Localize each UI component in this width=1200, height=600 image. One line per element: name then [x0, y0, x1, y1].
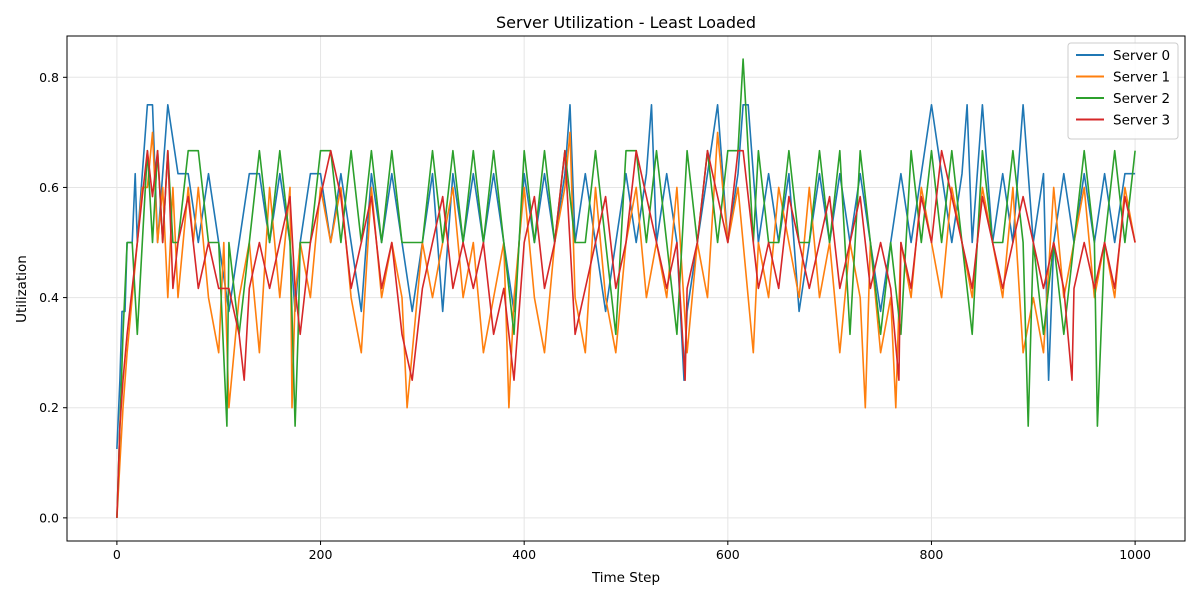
legend-label: Server 3 [1113, 113, 1170, 129]
legend: Server 0 Server 1 Server 2 Server 3 [1067, 42, 1179, 140]
x-axis-label: Time Step [591, 570, 660, 586]
y-axis-label: Utilization [14, 255, 30, 323]
x-tick-label: 600 [716, 547, 740, 562]
x-tick-label: 400 [512, 547, 536, 562]
legend-label: Server 1 [1113, 70, 1170, 86]
x-tick-label: 1000 [1119, 547, 1151, 562]
plot-area-frame [66, 35, 1186, 542]
y-tick-label: 0.2 [39, 400, 59, 415]
y-tick-label: 0.6 [39, 180, 59, 195]
y-tick-label: 0.0 [39, 510, 59, 525]
series-line-server-0 [116, 104, 1136, 450]
y-tick-label: 0.4 [39, 290, 59, 305]
chart-title: Server Utilization - Least Loaded [496, 13, 756, 32]
legend-box [1067, 42, 1179, 140]
series-lines [116, 58, 1136, 518]
series-line-server-1 [116, 131, 1136, 518]
x-tick-label: 200 [309, 547, 333, 562]
y-axis-ticks: 0.0 0.2 0.4 0.6 0.8 [39, 70, 67, 525]
series-line-server-3 [116, 149, 1136, 518]
x-tick-label: 800 [920, 547, 944, 562]
x-axis-ticks: 0 200 400 600 800 1000 [113, 541, 1151, 562]
legend-label: Server 2 [1113, 91, 1170, 107]
legend-label: Server 0 [1113, 48, 1170, 64]
y-tick-label: 0.8 [39, 70, 59, 85]
x-tick-label: 0 [113, 547, 121, 562]
